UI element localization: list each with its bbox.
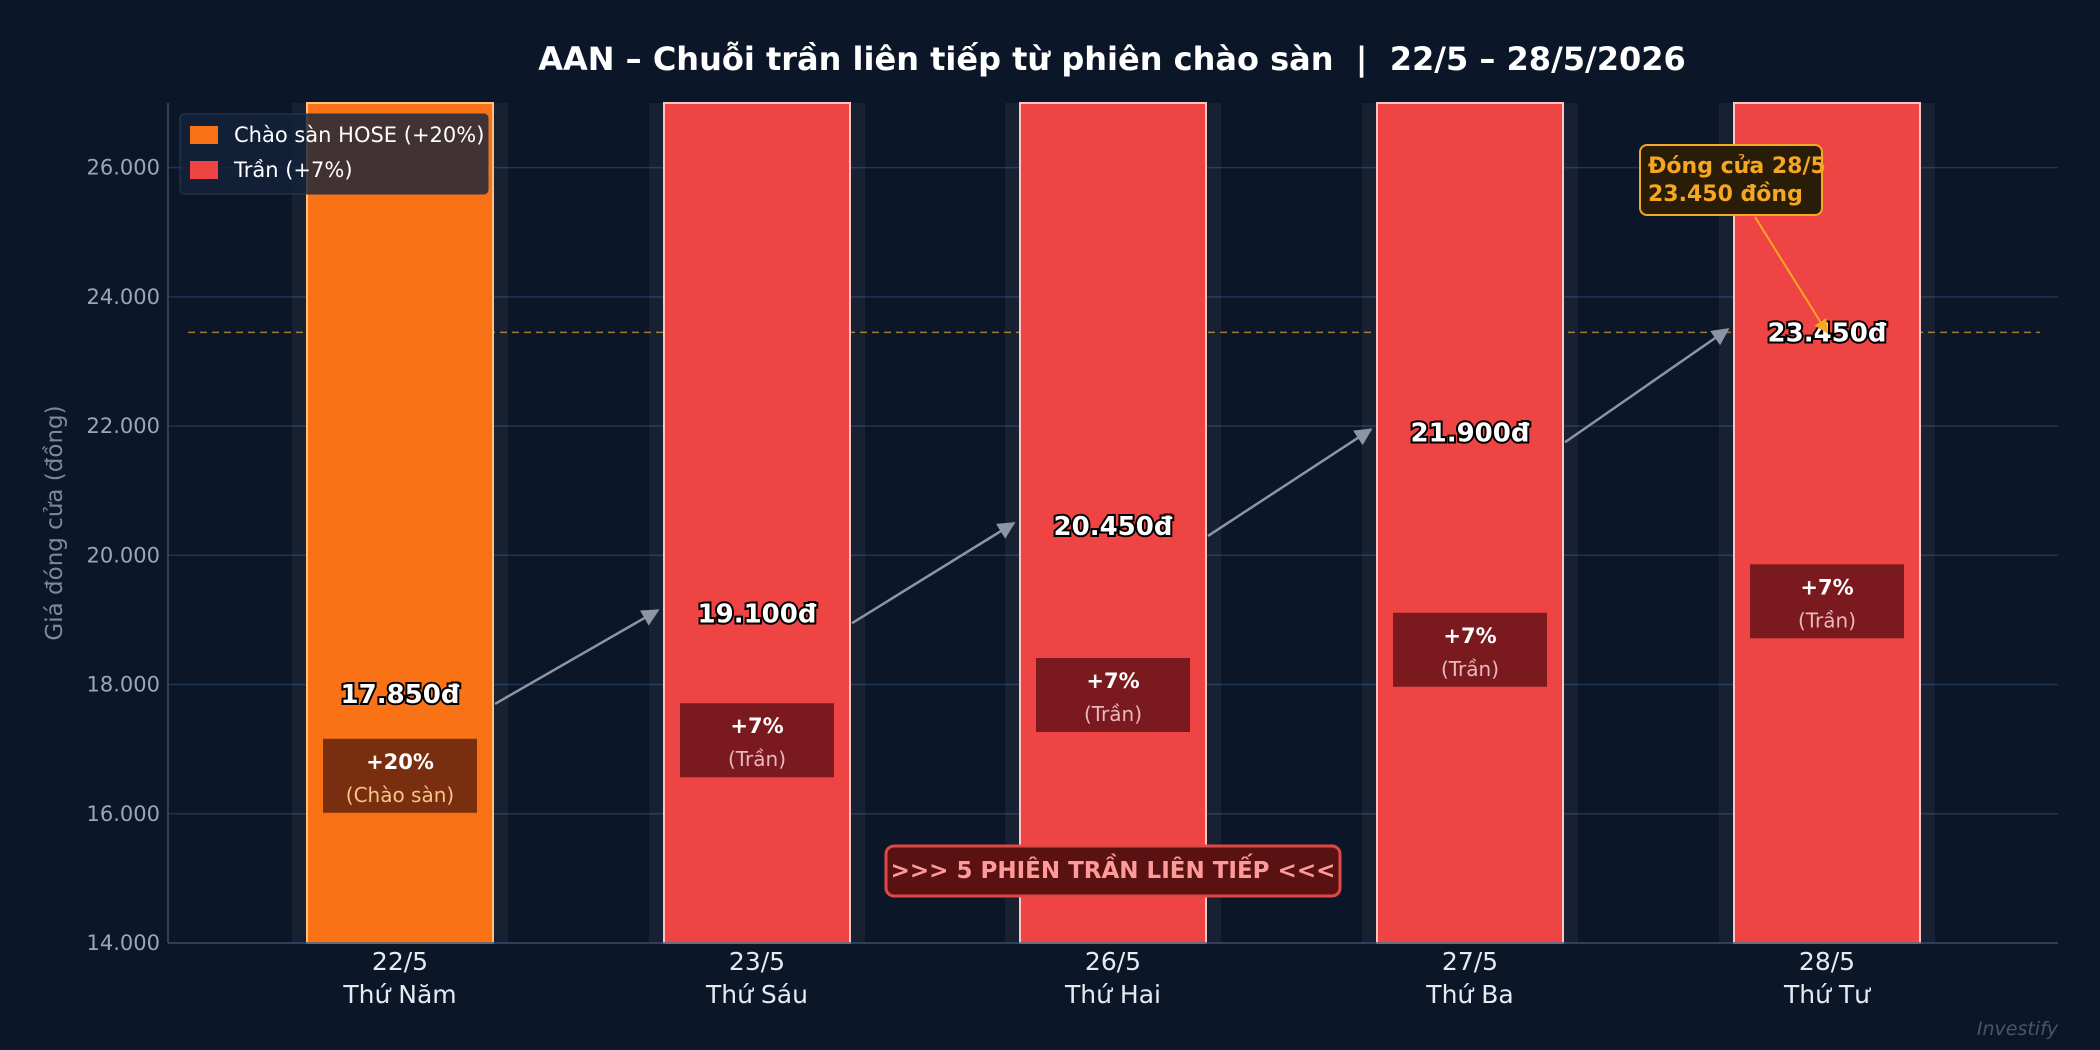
change-badge	[1036, 658, 1190, 732]
trend-arrow	[851, 521, 1016, 625]
value-label: 21.900đ	[1411, 419, 1530, 449]
watermark: Investify	[1977, 1018, 2059, 1040]
change-badge-percent: +7%	[1800, 575, 1853, 599]
bar-27-5	[1376, 102, 1564, 944]
change-badge-percent: +7%	[1086, 669, 1139, 693]
bar-28-5	[1733, 102, 1921, 944]
change-badge-percent: +20%	[366, 750, 434, 774]
legend: Chào sàn HOSE (+20%) Trần (+7%)	[179, 113, 489, 195]
chart-title: AAN – Chuỗi trần liên tiếp từ phiên chào…	[538, 40, 1686, 79]
y-tick-label: 16.000	[87, 802, 160, 826]
value-label: 19.100đ	[698, 599, 817, 629]
legend-box	[179, 113, 489, 195]
y-tick-label: 20.000	[87, 543, 160, 567]
bar-23-5	[663, 102, 851, 944]
legend-label-listing: Chào sàn HOSE (+20%)	[234, 123, 484, 147]
x-tick-label-weekday: Thứ Sáu	[705, 980, 808, 1009]
y-tick-label: 24.000	[87, 285, 160, 309]
trend-arrow	[494, 609, 660, 706]
x-tick-label-date: 22/5	[372, 947, 428, 976]
x-tick-label-weekday: Thứ Năm	[342, 980, 456, 1009]
annotation-box	[1639, 144, 1823, 216]
change-badge	[323, 738, 477, 813]
y-tick-label: 14.000	[87, 931, 160, 955]
banner-text: >>> 5 PHIÊN TRẦN LIÊN TIẾP <<<	[891, 853, 1336, 884]
legend-swatch-ceiling	[190, 161, 218, 179]
banner-box	[884, 844, 1342, 898]
trend-arrow	[1564, 328, 1730, 444]
trend-arrow	[1207, 428, 1373, 537]
change-badge-type: (Trần)	[728, 747, 786, 771]
bar-26-5	[1019, 102, 1207, 944]
y-tick-label: 18.000	[87, 673, 160, 697]
annotation-arrow	[1754, 216, 1828, 334]
x-tick-label-weekday: Thứ Ba	[1425, 980, 1513, 1009]
y-tick-label: 22.000	[87, 414, 160, 438]
x-tick-label-date: 26/5	[1085, 947, 1141, 976]
legend-label-ceiling: Trần (+7%)	[233, 158, 353, 182]
change-badge-percent: +7%	[730, 714, 783, 738]
y-axis-label: Giá đóng cửa (đồng)	[42, 405, 68, 640]
change-badge	[680, 703, 834, 778]
change-badge-type: (Trần)	[1441, 657, 1499, 681]
change-badge	[1750, 564, 1904, 639]
change-badge-percent: +7%	[1443, 624, 1496, 648]
value-label: 17.850đ	[341, 680, 460, 710]
x-tick-label-weekday: Thứ Hai	[1064, 980, 1161, 1009]
x-tick-label-weekday: Thứ Tư	[1783, 980, 1871, 1009]
x-tick-label-date: 27/5	[1442, 947, 1498, 976]
annotation-line-2: 23.450 đồng	[1648, 182, 1803, 207]
value-label: 23.450đ	[1768, 318, 1887, 348]
bar-22-5	[306, 102, 494, 944]
value-label: 20.450đ	[1054, 512, 1173, 542]
change-badge-type: (Trần)	[1084, 702, 1142, 726]
x-tick-label-date: 28/5	[1799, 947, 1855, 976]
change-badge-type: (Chào sàn)	[346, 783, 454, 807]
close-annotation: Đóng cửa 28/5 23.450 đồng	[1639, 144, 1828, 334]
legend-swatch-listing	[190, 126, 218, 144]
annotation-line-1: Đóng cửa 28/5	[1648, 154, 1826, 179]
y-tick-label: 26.000	[87, 156, 160, 180]
streak-banner: >>> 5 PHIÊN TRẦN LIÊN TIẾP <<<	[884, 844, 1342, 898]
x-tick-label-date: 23/5	[729, 947, 785, 976]
change-badge	[1393, 612, 1547, 687]
change-badge-type: (Trần)	[1798, 608, 1856, 632]
